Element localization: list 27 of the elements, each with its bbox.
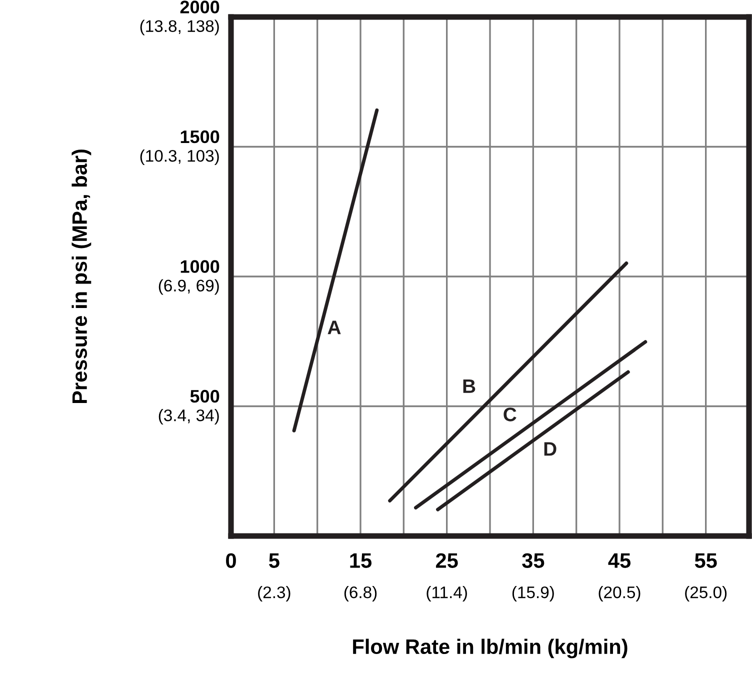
text: (2.3) xyxy=(258,586,290,602)
series-label: D xyxy=(544,442,556,456)
text: (13.8, 138) xyxy=(140,20,219,36)
text: (20.5) xyxy=(598,586,640,602)
text: (10.3, 103) xyxy=(140,150,219,166)
series-label: C xyxy=(504,408,516,422)
text: (3.4, 34) xyxy=(158,409,219,425)
x-axis-title: Flow Rate in lb/min (kg/min) xyxy=(353,638,628,658)
x-tick-label: 5 xyxy=(269,553,280,568)
text: (6.9, 69) xyxy=(158,279,219,295)
text: (25.0) xyxy=(685,586,727,602)
x-tick-label: 35 xyxy=(522,553,544,568)
y-tick-label: 500 xyxy=(190,390,220,403)
x-tick-label: 25 xyxy=(436,553,458,568)
series-label: A xyxy=(328,320,341,334)
x-tick-label: 0 xyxy=(226,553,236,568)
text: (15.9) xyxy=(512,586,554,602)
x-tick-label: 15 xyxy=(350,553,372,568)
y-tick-label: 2000 xyxy=(180,0,220,14)
text: (11.4) xyxy=(426,586,467,602)
x-tick-label: 55 xyxy=(694,553,717,568)
x-tick-label: 45 xyxy=(608,553,631,568)
y-tick-label: 1000 xyxy=(180,260,220,273)
series-label: B xyxy=(463,380,476,393)
text: (6.8) xyxy=(344,586,377,602)
y-tick-label: 1500 xyxy=(180,130,220,144)
y-axis-title: Pressure in psi (MPa, bar) xyxy=(72,150,92,404)
